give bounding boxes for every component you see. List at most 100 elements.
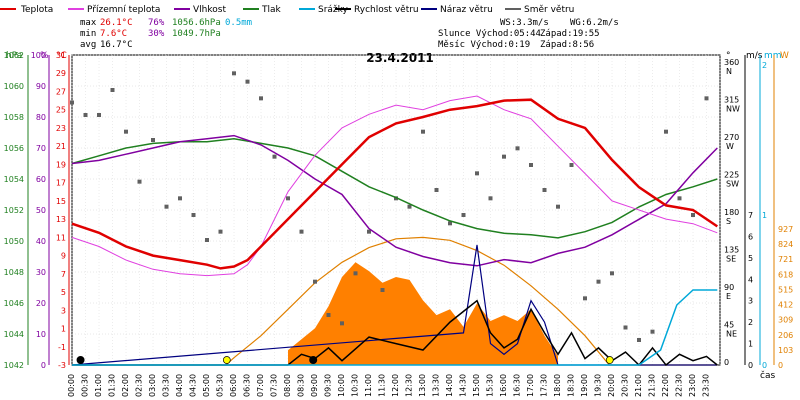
wind-direction-point [691,213,695,217]
percent-tick-label: 10 [36,330,46,339]
solar-tick-label: 206 [778,331,793,340]
stats-max-press: 1056.6hPa [172,18,221,28]
wind-direction-point [529,163,533,167]
solar-tick-label: 721 [778,255,793,264]
wind-direction-point [259,96,263,101]
direction-tick-degree: 0 [724,358,729,367]
rain-tick-label: 2 [762,61,767,70]
direction-tick-degree: 90 [724,283,734,292]
stats-min-hum: 30% [148,29,165,39]
sunset-marker [605,356,614,364]
x-tick-label: 02:30 [135,374,144,397]
legend: Teplota Přízemní teplota Vlhkost Tlak Sr… [0,5,574,15]
wind-tick-label: 5 [748,254,753,263]
wind-direction-point [407,204,412,209]
percent-tick-label: 70 [36,144,46,153]
direction-tick-compass: N [726,67,732,76]
x-tick-label: 02:00 [121,374,130,397]
chart-title: 23.4.2011 [366,51,434,65]
wind-direction-point [650,329,655,334]
wind-tick-label: 4 [748,275,753,284]
legend-label-teplota: Teplota [20,5,53,15]
series-humidity-line [71,134,718,267]
celsius-tick-label: 1 [61,325,66,334]
x-tick-label: 16:00 [499,374,508,397]
x-tick-label: 07:30 [270,374,279,397]
direction-tick-degree: 225 [724,171,739,180]
wind-direction-point [569,163,574,167]
celsius-tick-label: 5 [61,288,66,297]
info-sun-rise: Slunce Východ:05:44 [438,29,541,39]
celsius-tick-label: 23 [56,124,66,133]
wind-direction-point [475,171,479,176]
axis-header-wind: m/s [746,51,763,61]
wind-direction-point [83,113,88,117]
x-tick-label: 12:30 [405,374,414,397]
celsius-tick-label: 29 [56,69,66,78]
x-tick-label: 13:30 [432,374,441,397]
x-tick-label: 05:30 [216,374,225,397]
wind-direction-point [583,296,587,301]
solar-tick-label: 103 [778,346,793,355]
x-tick-label: 19:30 [594,374,603,397]
wind-direction-point [704,96,709,101]
direction-tick-compass: S [726,217,731,226]
stats-min-press: 1049.7hPa [172,29,221,39]
x-tick-label: 12:00 [391,374,400,397]
x-tick-label: 04:30 [189,374,198,397]
legend-label-tlak: Tlak [261,5,282,15]
wind-direction-point [367,229,371,234]
stats-min-temp: 7.6°C [100,29,127,39]
solar-tick-label: 927 [778,225,793,234]
legend-label-rychlost-vetru: Rychlost větru [354,5,419,15]
wind-direction-point [218,229,223,234]
wind-direction-point [70,100,74,105]
x-tick-label: 09:00 [310,374,319,397]
celsius-tick-label: 27 [56,87,66,96]
x-tick-label: 11:00 [364,374,373,397]
wind-direction-point [677,196,682,201]
celsius-tick-label: 3 [61,306,66,315]
direction-tick-degree: 360 [724,58,739,67]
celsius-tick-label: 9 [61,252,66,261]
wind-tick-label: 0 [748,361,753,370]
x-axis-title: čas [760,370,775,381]
x-tick-label: 21:30 [648,374,657,397]
wind-direction-point [286,196,290,201]
wind-direction-point [124,129,128,134]
direction-tick-degree: 315 [724,96,739,105]
x-tick-label: 05:00 [202,374,211,397]
wind-direction-point [313,279,317,284]
x-tick-label: 17:30 [540,374,549,397]
hpa-tick-label: 1052 [4,206,24,215]
legend-label-naraz-vetru: Náraz větru [440,5,493,15]
wind-direction-point [353,271,358,276]
info-moon-rise: Měsíc Východ:0:19 [438,40,530,50]
x-tick-label: 21:00 [634,374,643,397]
info-wind-gust: WG:6.2m/s [570,18,619,28]
celsius-tick-label: 13 [56,215,66,224]
x-tick-label: 03:30 [162,374,171,397]
stats-avg-temp: 16.7°C [100,40,133,50]
x-tick-label: 00:00 [67,374,76,397]
x-tick-label: 10:00 [337,374,346,397]
x-axis: 00:00 00:30 01:00 01:30 02:00 02:30 03:00 03:30… [67,374,711,397]
direction-tick-degree: 135 [724,246,739,255]
stats-max-hum: 76% [148,18,165,28]
x-tick-label: 08:00 [283,374,292,397]
x-tick-label: 17:00 [526,374,535,397]
percent-tick-label: 20 [36,299,46,308]
x-tick-label: 20:00 [607,374,616,397]
x-tick-label: 22:00 [661,374,670,397]
wind-direction-point [272,154,277,159]
x-tick-label: 06:00 [229,374,238,397]
stats-min-label: min [80,29,96,39]
stats-avg-label: avg [80,40,96,50]
axis-header-direction: ° [726,51,731,61]
wind-tick-label: 6 [748,232,753,241]
x-tick-label: 00:30 [81,374,90,397]
celsius-tick-label: 15 [56,197,66,206]
x-tick-label: 22:30 [675,374,684,397]
x-tick-label: 23:30 [702,374,711,397]
